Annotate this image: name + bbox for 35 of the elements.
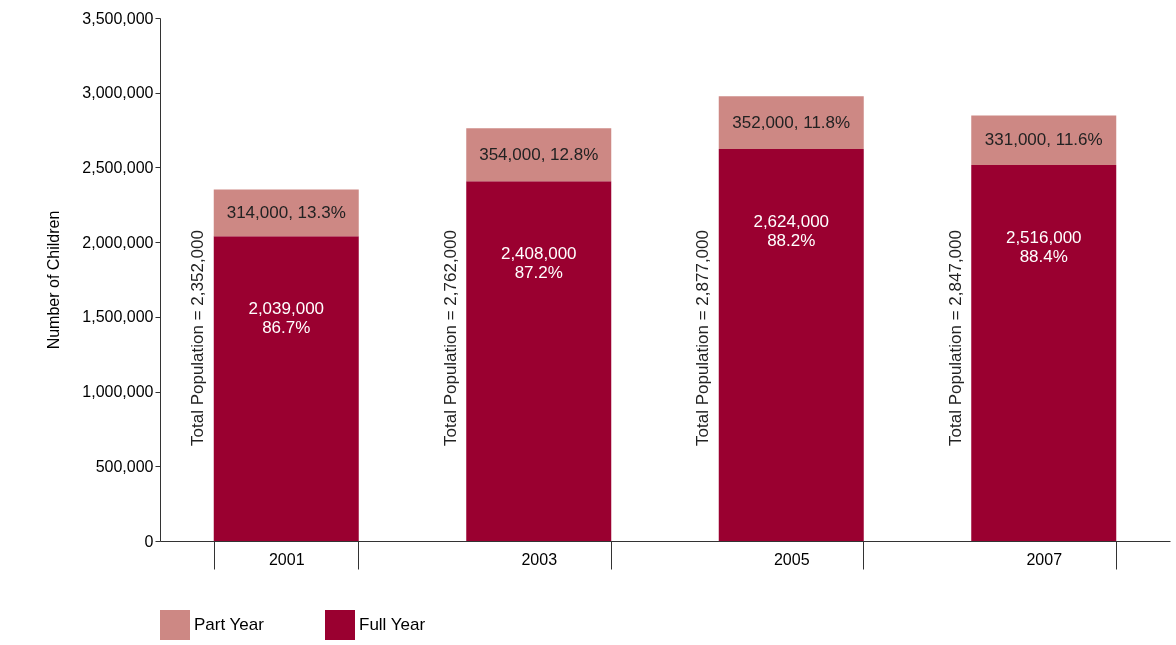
bar: [971, 165, 1117, 541]
x-tick-label: 2003: [521, 550, 558, 568]
y-tick-label: 2,500,000: [82, 158, 154, 176]
y-tick-label: 3,000,000: [82, 84, 154, 102]
data-label: 314,000, 13.3%: [226, 202, 346, 222]
annotation: Total Population = 2,847,000: [945, 230, 965, 446]
bar: [971, 115, 1117, 166]
bar: [213, 189, 359, 237]
bar: [718, 96, 864, 149]
legend-label: Full Year: [359, 615, 426, 634]
annotation: Total Population = 2,877,000: [693, 230, 713, 446]
annotation: Total Population = 2,762,000: [440, 230, 460, 446]
y-tick-label: 1,500,000: [82, 308, 154, 326]
x-tick-label: 2005: [773, 550, 810, 568]
y-tick-label: 3,500,000: [82, 9, 154, 27]
data-label: 331,000, 11.6%: [984, 130, 1103, 150]
bar: [466, 181, 612, 541]
annotation: Total Population = 2,352,000: [188, 230, 208, 446]
y-axis-title: Number of Children: [45, 210, 63, 350]
y-tick-label: 2,000,000: [82, 233, 154, 251]
x-tick-label: 2007: [1026, 550, 1063, 568]
data-label: 354,000, 12.8%: [479, 144, 599, 164]
bar: [213, 236, 359, 541]
y-tick-label: 1,000,000: [82, 383, 154, 401]
x-tick-label: 2001: [268, 550, 305, 568]
bar: [718, 148, 864, 541]
y-tick-label: 0: [144, 532, 154, 550]
legend-label: Part Year: [194, 615, 265, 634]
y-tick-label: 500,000: [95, 457, 154, 475]
data-label: 2,408,000 87.2%: [500, 244, 577, 283]
data-label: 2,039,000 86.7%: [248, 299, 325, 338]
data-label: 352,000, 11.8%: [732, 112, 851, 132]
data-label: 2,516,000 88.4%: [1005, 228, 1082, 267]
data-label: 2,624,000 88.2%: [753, 211, 830, 250]
bar: [466, 128, 612, 182]
